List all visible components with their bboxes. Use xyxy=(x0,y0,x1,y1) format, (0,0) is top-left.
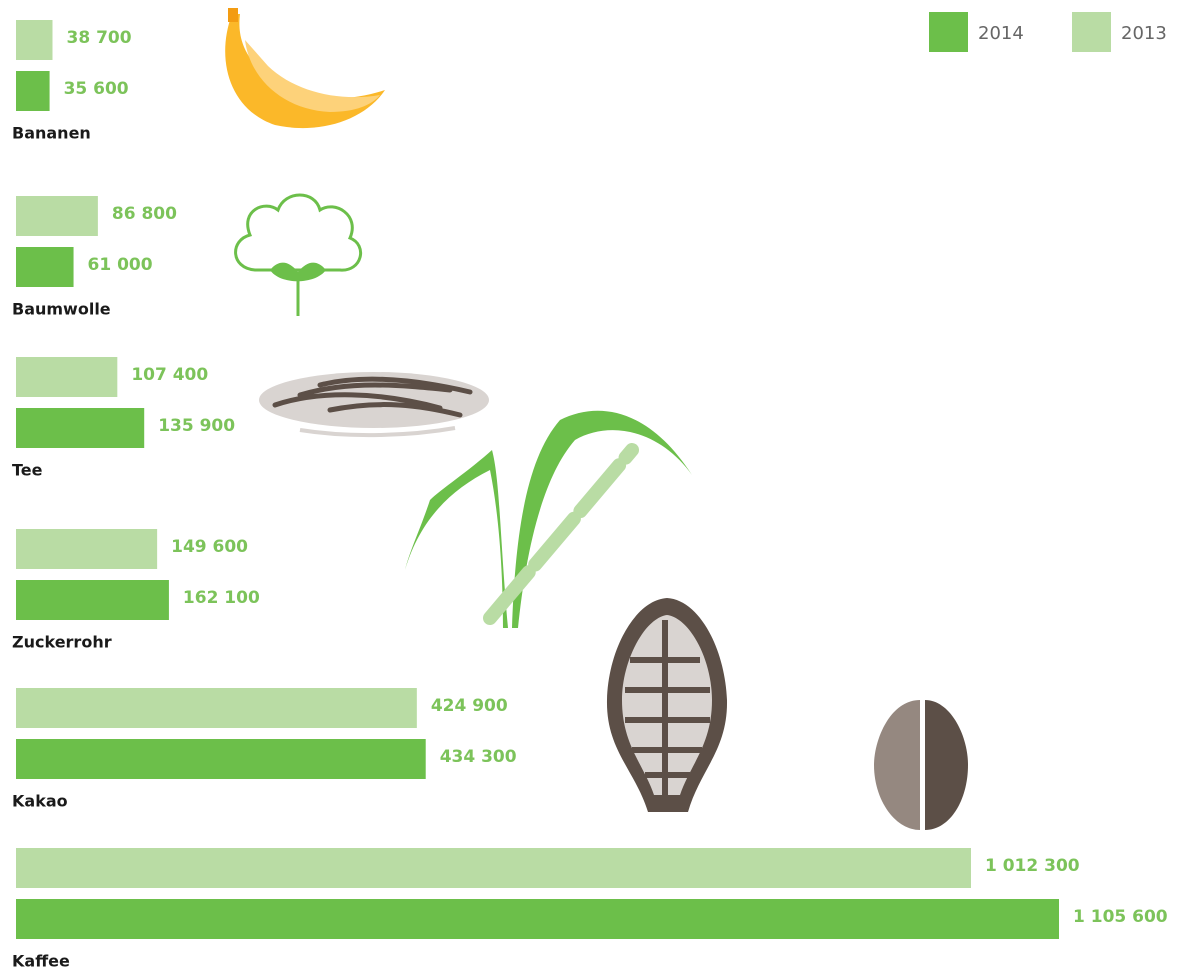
banana-illustration xyxy=(225,8,385,129)
sugarcane-illustration xyxy=(405,410,692,628)
value-label: 424 900 xyxy=(431,696,508,716)
value-label: 107 400 xyxy=(131,365,208,385)
bar xyxy=(16,196,98,236)
value-label: 35 600 xyxy=(64,79,129,99)
category-label: Kakao xyxy=(12,792,68,811)
value-label: 149 600 xyxy=(171,537,248,557)
cocoa-illustration xyxy=(606,598,728,812)
legend-label: 2013 xyxy=(1121,23,1167,44)
category-label: Tee xyxy=(12,461,43,480)
category-label: Baumwolle xyxy=(12,300,111,319)
category-label: Kaffee xyxy=(12,952,70,969)
bar xyxy=(16,71,50,111)
bar xyxy=(16,20,53,60)
legend-swatch xyxy=(1072,12,1111,52)
value-label: 1 012 300 xyxy=(985,856,1080,876)
value-label: 135 900 xyxy=(158,416,235,436)
bar xyxy=(16,247,74,287)
bar xyxy=(16,848,971,888)
value-label: 434 300 xyxy=(440,747,517,767)
value-label: 61 000 xyxy=(88,255,153,275)
bar xyxy=(16,739,426,779)
value-label: 1 105 600 xyxy=(1073,907,1168,927)
value-label: 86 800 xyxy=(112,204,177,224)
coffee-illustration xyxy=(874,700,968,830)
legend-swatch xyxy=(929,12,968,52)
bar xyxy=(16,899,1059,939)
bar xyxy=(16,688,417,728)
tea-illustration xyxy=(259,372,489,438)
bar xyxy=(16,529,158,569)
value-label: 38 700 xyxy=(67,28,132,48)
category-label: Zuckerrohr xyxy=(12,633,112,652)
value-label: 162 100 xyxy=(183,588,260,608)
bar xyxy=(16,357,118,397)
bar xyxy=(16,580,169,620)
cotton-illustration xyxy=(234,193,362,316)
bar xyxy=(16,408,145,448)
legend-label: 2014 xyxy=(978,23,1024,44)
category-label: Bananen xyxy=(12,124,91,143)
